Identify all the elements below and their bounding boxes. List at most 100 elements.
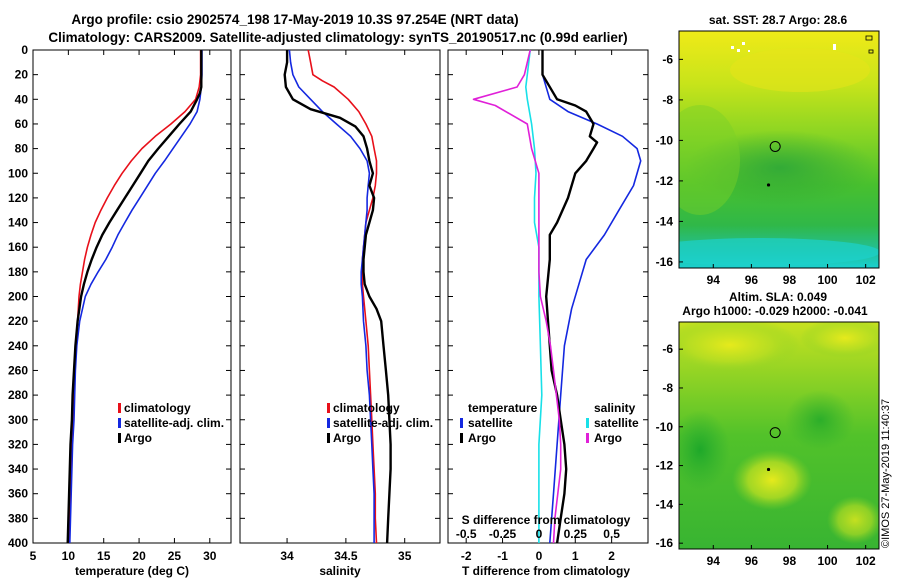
sla-map-field <box>679 322 879 549</box>
legend-swatch-climatology <box>327 403 330 413</box>
s-tick-label: 0 <box>536 527 543 541</box>
depth-tick-label: 280 <box>8 388 28 402</box>
depth-tick-label: 200 <box>8 290 28 304</box>
legend-label-s-argo: Argo <box>594 431 622 445</box>
x-tick-label: -2 <box>461 549 472 563</box>
sla-map-ticks: 94 96 98 100 102 -6 -8 -10 -12 -14 -16 <box>656 342 876 568</box>
legend-label-satellite: satellite-adj. clim. <box>124 416 224 430</box>
x-tick-label: 5 <box>30 549 37 563</box>
map-lat-label: -14 <box>656 497 674 511</box>
depth-tick-label: 0 <box>21 43 28 57</box>
sla-map-title: Altim. SLA: 0.049 <box>729 290 827 304</box>
x-tick-label: 0 <box>536 549 543 563</box>
depth-tick-label: 120 <box>8 191 28 205</box>
depth-tick-label: 400 <box>8 536 28 550</box>
depth-tick-label: 240 <box>8 339 28 353</box>
map-lat-label: -16 <box>656 255 674 269</box>
sst-map-field <box>679 31 879 268</box>
figure-title-line1: Argo profile: csio 2902574_198 17-May-20… <box>71 12 518 27</box>
difference-legend: temperature satellite Argo salinity sate… <box>460 401 639 445</box>
map-lon-label: 100 <box>818 273 838 287</box>
temperature-panel: 0 20 40 60 80 100 120 140 160 180 200 220 240 260 280 3… <box>8 43 232 578</box>
salinity-xlabel: salinity <box>319 564 361 578</box>
series-line-satellite-adj-clim- <box>69 50 203 544</box>
legend-swatch-satellite <box>118 418 121 428</box>
salinity-axes <box>239 49 441 544</box>
depth-tick-label: 260 <box>8 363 28 377</box>
x-tick-label: 1 <box>572 549 579 563</box>
s-tick-label: 0.25 <box>564 527 588 541</box>
difference-panel: -2 -1 0 1 2 temperature satellite Argo salin… <box>447 49 649 578</box>
map-lat-label: -6 <box>662 342 673 356</box>
sla-map-frame <box>678 321 880 550</box>
depth-tick-label: 60 <box>15 117 29 131</box>
difference-lines <box>472 49 642 544</box>
legend-swatch-satellite <box>327 418 330 428</box>
legend-swatch-t-satellite <box>460 418 463 428</box>
temperature-lines <box>66 50 203 544</box>
map-lon-label: 96 <box>745 273 759 287</box>
x-tick-label: 25 <box>168 549 182 563</box>
legend-label-t-argo: Argo <box>468 431 496 445</box>
legend-label-t-satellite: satellite <box>468 416 513 430</box>
series-line-argo <box>283 50 392 544</box>
legend-swatch-argo <box>327 433 330 443</box>
map-lat-label: -6 <box>662 52 673 66</box>
map-lon-label: 102 <box>856 554 876 568</box>
sst-map-ticks: 94 96 98 100 102 -6 -8 -10 -12 -14 -16 <box>656 52 876 287</box>
depth-tick-label: 320 <box>8 437 28 451</box>
x-tick-label: -1 <box>497 549 508 563</box>
series-line-s-satellite <box>524 49 543 543</box>
series-line-s-argo <box>472 49 562 544</box>
legend-label-s-satellite: satellite <box>594 416 639 430</box>
map-lon-label: 100 <box>818 554 838 568</box>
legend-label-climatology: climatology <box>124 401 191 415</box>
legend-label-climatology: climatology <box>333 401 400 415</box>
series-line-t-satellite <box>541 50 642 544</box>
depth-tick-label: 80 <box>15 142 29 156</box>
temperature-xlabel: temperature (deg C) <box>75 564 189 578</box>
x-tick-label: 35 <box>398 549 412 563</box>
sst-map-frame <box>678 30 880 269</box>
x-tick-label: 34.5 <box>334 549 358 563</box>
depth-tick-label: 360 <box>8 487 28 501</box>
map-lon-label: 94 <box>707 273 721 287</box>
s-tick-label: -0.5 <box>456 527 477 541</box>
salinity-panel: 34 34.5 35 climatology satellite-adj. clim… <box>239 49 441 578</box>
difference-xlabel: T difference from climatology <box>462 564 630 578</box>
x-tick-label: 2 <box>608 549 615 563</box>
legend-swatch-s-satellite <box>586 418 589 428</box>
legend-heading-temperature: temperature <box>468 401 538 415</box>
sst-map: sat. SST: 28.7 Argo: 28.6 94 96 98 100 102 -6… <box>656 13 880 287</box>
timestamp: ©IMOS 27-May-2019 11:40:37 <box>880 398 892 548</box>
s-tick-label: -0.25 <box>489 527 517 541</box>
legend-swatch-t-argo <box>460 433 463 443</box>
sla-map: Altim. SLA: 0.049 Argo h1000: -0.029 h20… <box>656 290 880 568</box>
s-tick-label: 0.5 <box>603 527 620 541</box>
legend-label-argo: Argo <box>124 431 152 445</box>
map-lat-label: -10 <box>656 133 674 147</box>
depth-tick-label: 380 <box>8 511 28 525</box>
map-lon-label: 94 <box>707 554 721 568</box>
depth-tick-label: 40 <box>15 92 29 106</box>
map-lat-label: -16 <box>656 536 674 550</box>
map-lon-label: 98 <box>783 554 797 568</box>
depth-tick-label: 100 <box>8 166 28 180</box>
map-lat-label: -12 <box>656 459 674 473</box>
depth-tick-label: 300 <box>8 413 28 427</box>
legend-swatch-s-argo <box>586 433 589 443</box>
depth-tick-label: 220 <box>8 314 28 328</box>
sla-map-subtitle: Argo h1000: -0.029 h2000: -0.041 <box>682 304 868 318</box>
map-lat-label: -10 <box>656 420 674 434</box>
depth-tick-label: 160 <box>8 240 28 254</box>
series-line-t-argo <box>541 50 599 544</box>
map-lat-label: -14 <box>656 214 674 228</box>
legend-label-satellite: satellite-adj. clim. <box>333 416 433 430</box>
depth-tick-label: 140 <box>8 216 28 230</box>
map-lon-label: 98 <box>783 273 797 287</box>
s-difference-ticks: -0.5 -0.25 0 0.25 0.5 <box>456 527 620 541</box>
temperature-axes <box>32 49 232 544</box>
temperature-ticks: 0 20 40 60 80 100 120 140 160 180 200 220 240 260 280 3… <box>8 43 231 563</box>
legend-heading-salinity: salinity <box>594 401 636 415</box>
